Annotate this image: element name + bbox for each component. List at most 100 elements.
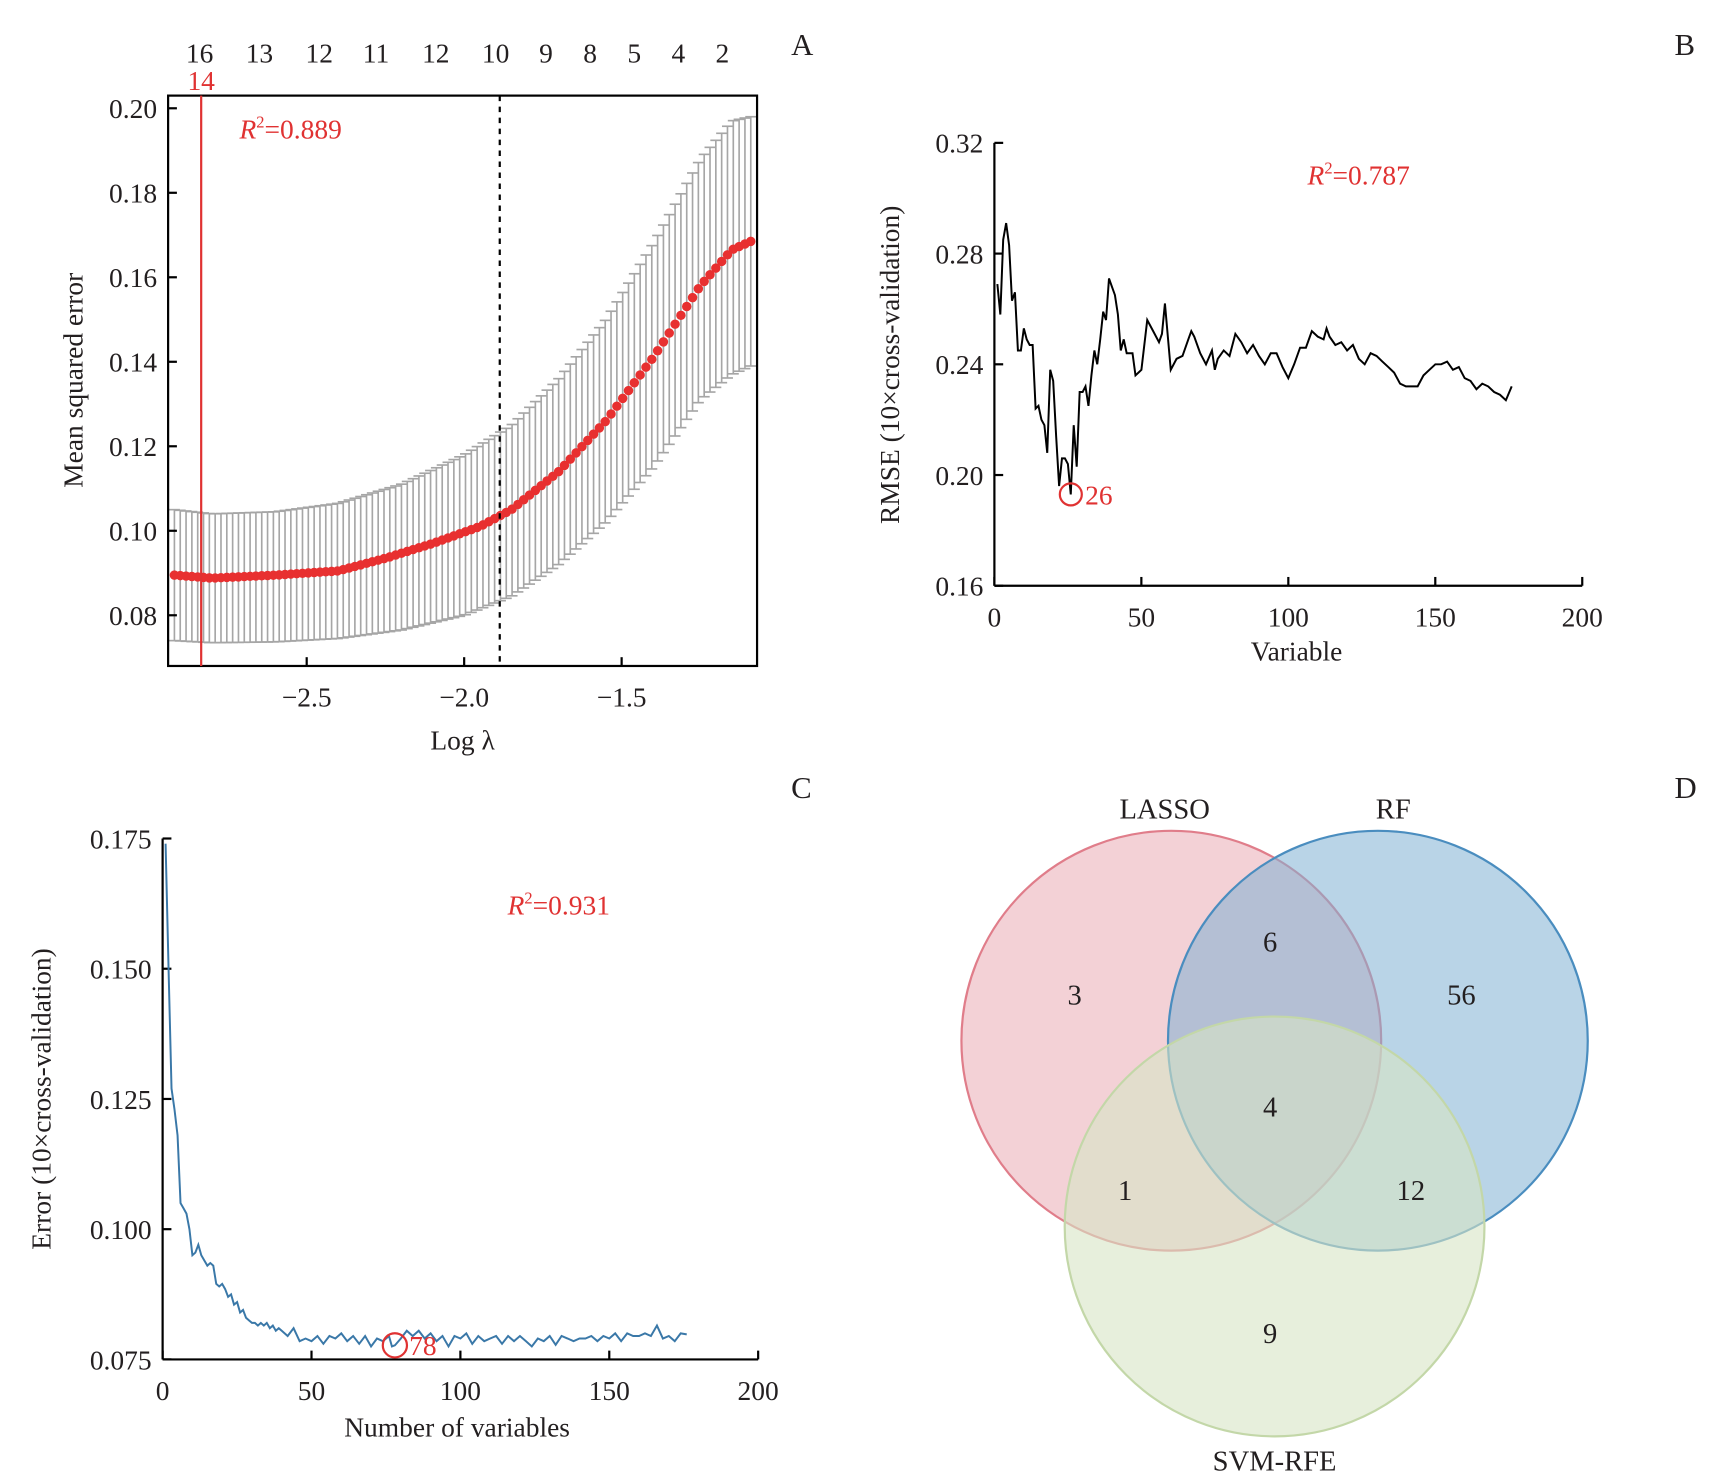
top-axis-label: 12 bbox=[306, 39, 333, 69]
venn-region-lasso-svm: 1 bbox=[1118, 1176, 1132, 1207]
rmse-line bbox=[996, 222, 1513, 495]
mse-point bbox=[693, 284, 704, 294]
mse-point bbox=[670, 319, 680, 329]
mse-point bbox=[617, 393, 628, 404]
venn-region-rf-only: 56 bbox=[1447, 980, 1476, 1011]
y-tick-label: 0.14 bbox=[109, 348, 157, 378]
y-axis-title: Error (10×cross-validation) bbox=[27, 948, 57, 1250]
venn-region-rf-svm: 12 bbox=[1397, 1176, 1426, 1207]
top-axis-label: 16 bbox=[186, 39, 213, 69]
panel-label-a: A bbox=[791, 28, 813, 62]
r2-annotation: R2=0.787 bbox=[1307, 159, 1410, 191]
mse-point bbox=[652, 346, 663, 356]
x-tick-label: 50 bbox=[298, 1376, 325, 1406]
y-tick-label: 0.20 bbox=[109, 94, 157, 124]
x-tick-label: 100 bbox=[1268, 602, 1309, 632]
top-axis-label: 12 bbox=[422, 39, 449, 69]
x-tick-label: −2.0 bbox=[439, 683, 489, 713]
y-axis-title: Mean squared error bbox=[58, 273, 88, 488]
mse-point bbox=[606, 409, 616, 419]
mse-point bbox=[676, 310, 686, 321]
mse-point bbox=[612, 401, 622, 411]
error-bars bbox=[168, 115, 757, 644]
panel-label-c: C bbox=[791, 771, 812, 805]
x-axis-ticks: 0 50 100 150 200 bbox=[156, 1350, 779, 1406]
r2-annotation: R2=0.889 bbox=[239, 112, 342, 144]
venn-region-lasso-only: 3 bbox=[1067, 980, 1081, 1011]
mse-point bbox=[664, 328, 674, 338]
mse-point bbox=[711, 263, 721, 273]
x-tick-label: 50 bbox=[1128, 602, 1155, 632]
mse-point bbox=[635, 370, 645, 380]
top-axis-label: 5 bbox=[627, 39, 641, 69]
y-axis-ticks: 0.16 0.20 0.24 0.28 0.32 bbox=[935, 129, 1004, 602]
venn-region-all: 4 bbox=[1263, 1093, 1277, 1124]
top-axis-label: 8 bbox=[583, 39, 597, 69]
x-tick-label: 0 bbox=[156, 1376, 170, 1406]
plot-frame bbox=[167, 94, 759, 668]
top-axis-label: 10 bbox=[482, 39, 509, 69]
top-axis-df-labels: 16 13 12 11 12 10 9 8 5 4 2 bbox=[186, 39, 729, 69]
r2-annotation: R2=0.931 bbox=[507, 888, 610, 920]
mse-point bbox=[594, 423, 605, 433]
x-axis-ticks: −2.5 −2.0 −1.5 bbox=[282, 657, 647, 713]
venn-region-lasso-rf: 6 bbox=[1263, 928, 1277, 959]
mse-point bbox=[600, 416, 610, 427]
y-tick-label: 0.175 bbox=[90, 824, 152, 854]
mse-point bbox=[722, 250, 733, 260]
y-tick-label: 0.16 bbox=[109, 263, 157, 293]
y-axis-ticks: 0.075 0.100 0.125 0.150 0.175 bbox=[90, 824, 172, 1375]
y-tick-label: 0.16 bbox=[935, 572, 983, 602]
top-axis-label: 11 bbox=[363, 39, 389, 69]
mse-point bbox=[583, 435, 593, 446]
venn-label-svm-rfe: SVM-RFE bbox=[1213, 1446, 1337, 1477]
mse-point bbox=[687, 292, 698, 303]
y-tick-label: 0.075 bbox=[90, 1345, 152, 1375]
panel-label-d: D bbox=[1675, 771, 1697, 805]
optimum-label: 78 bbox=[409, 1331, 436, 1361]
x-axis-title: Log λ bbox=[430, 725, 495, 755]
mse-point bbox=[629, 378, 640, 388]
panel-label-b: B bbox=[1675, 28, 1696, 62]
venn-label-rf: RF bbox=[1376, 795, 1411, 826]
y-axis-title: RMSE (10×cross-validation) bbox=[875, 206, 905, 524]
x-tick-label: 100 bbox=[440, 1376, 481, 1406]
mse-point bbox=[705, 270, 715, 280]
optimum-label: 26 bbox=[1085, 480, 1112, 510]
lambda-min-label: 14 bbox=[187, 66, 215, 96]
y-tick-label: 0.18 bbox=[109, 179, 157, 209]
x-axis-title: Number of variables bbox=[344, 1412, 570, 1442]
panel-a-lasso-cv: 14 0.08 0.10 0.12 0.14 0.16 0.18 0.20 −2.5 −2.0… bbox=[58, 39, 759, 755]
venn-region-svm-only: 9 bbox=[1263, 1319, 1277, 1350]
x-tick-label: 200 bbox=[738, 1376, 779, 1406]
top-axis-label: 2 bbox=[716, 39, 730, 69]
x-axis-ticks: 0 50 100 150 200 bbox=[988, 576, 1603, 632]
mse-point bbox=[681, 301, 692, 312]
top-axis-label: 4 bbox=[671, 39, 685, 69]
mse-point bbox=[623, 385, 634, 396]
top-axis-label: 9 bbox=[539, 39, 553, 69]
y-tick-label: 0.20 bbox=[935, 461, 983, 491]
mse-points bbox=[169, 236, 756, 583]
x-tick-label: 200 bbox=[1562, 602, 1603, 632]
mse-point bbox=[565, 454, 576, 464]
mse-point bbox=[716, 256, 727, 267]
y-tick-label: 0.08 bbox=[109, 601, 157, 631]
y-tick-label: 0.125 bbox=[90, 1085, 152, 1115]
x-tick-label: −1.5 bbox=[597, 683, 647, 713]
mse-point bbox=[559, 460, 570, 471]
x-tick-label: 150 bbox=[589, 1376, 630, 1406]
x-tick-label: 150 bbox=[1415, 602, 1456, 632]
x-tick-label: −2.5 bbox=[282, 683, 332, 713]
mse-point bbox=[641, 362, 651, 372]
panel-d-venn: LASSO RF SVM-RFE 3 56 9 6 1 12 4 bbox=[960, 795, 1589, 1477]
mse-point bbox=[647, 354, 657, 365]
mse-point bbox=[577, 441, 587, 452]
venn-label-lasso: LASSO bbox=[1119, 795, 1209, 826]
mse-point bbox=[588, 429, 599, 439]
x-axis-title: Variable bbox=[1251, 636, 1343, 666]
x-tick-label: 0 bbox=[988, 602, 1002, 632]
y-tick-label: 0.24 bbox=[935, 350, 983, 380]
y-tick-label: 0.32 bbox=[935, 129, 983, 159]
